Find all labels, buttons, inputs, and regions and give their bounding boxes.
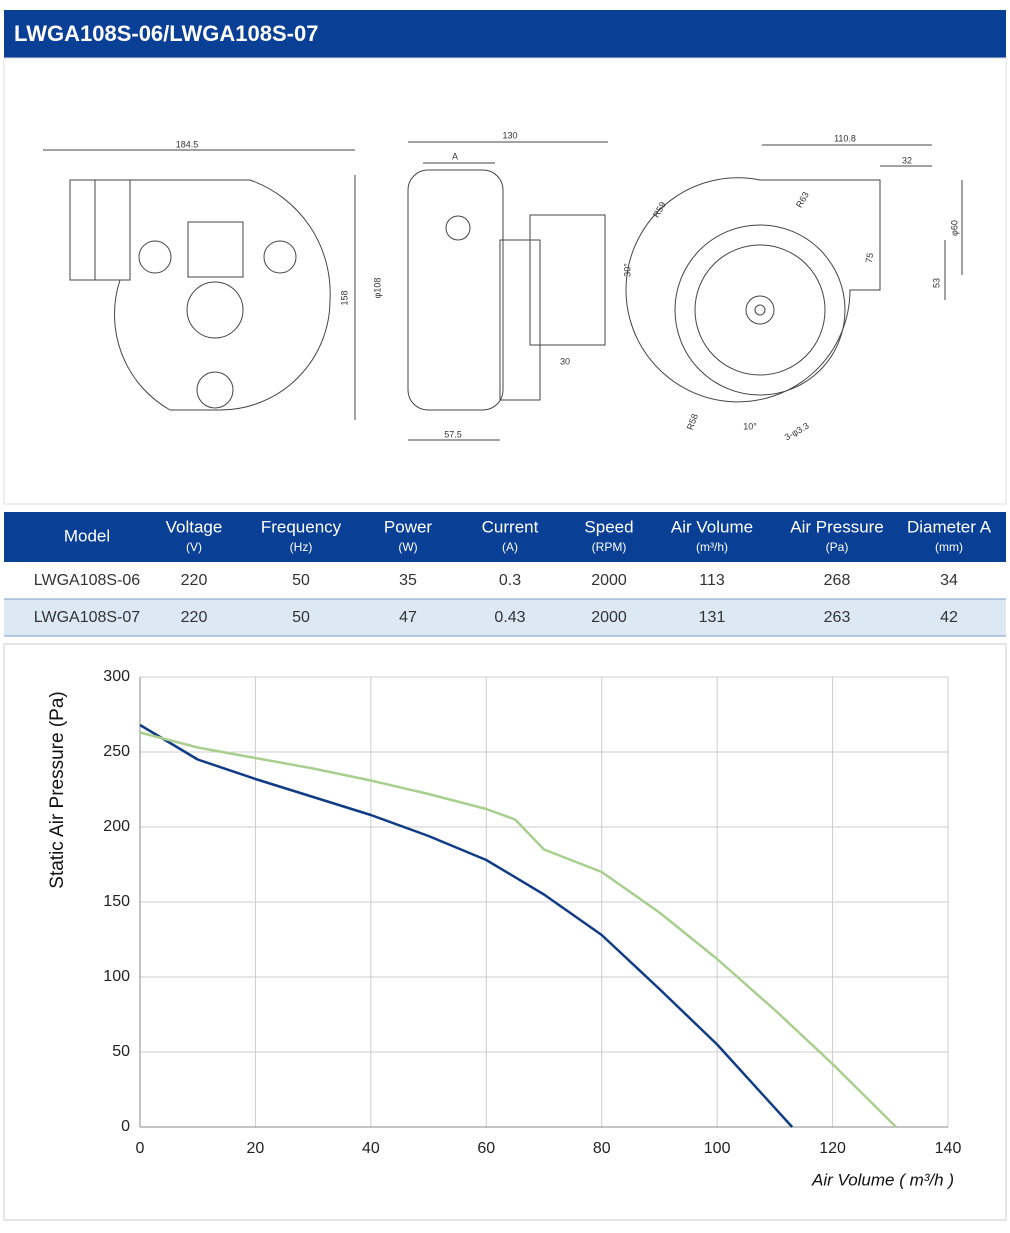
- rear-view: [625, 144, 963, 403]
- table-cell: LWGA108S-07: [34, 609, 141, 626]
- table-cell: 2000: [591, 609, 627, 626]
- dimension-label: 75: [864, 252, 876, 264]
- y-tick-label: 300: [103, 668, 130, 685]
- column-unit: (m³/h): [696, 540, 728, 554]
- column-header: Model: [64, 526, 110, 545]
- dimension-label: φ60: [949, 220, 959, 236]
- x-tick-label: 20: [247, 1140, 265, 1157]
- x-tick-label: 100: [704, 1140, 731, 1157]
- column-unit: (Pa): [826, 540, 849, 554]
- dimension-label: 53: [931, 278, 941, 288]
- column-header: Voltage: [166, 517, 223, 536]
- table-cell: 50: [292, 572, 310, 589]
- chart-panel: [3, 643, 1007, 1221]
- column-header: Air Volume: [671, 517, 753, 536]
- table-cell: 50: [292, 609, 310, 626]
- table-cell: 0.43: [494, 609, 525, 626]
- column-header: Current: [482, 517, 539, 536]
- y-tick-label: 150: [103, 893, 130, 910]
- y-tick-label: 100: [103, 968, 130, 985]
- column-unit: (V): [186, 540, 202, 554]
- table-cell: 42: [940, 609, 958, 626]
- y-tick-label: 200: [103, 818, 130, 835]
- dimension-label: 110.8: [834, 133, 856, 143]
- table-cell: LWGA108S-06: [34, 572, 141, 589]
- table-cell: 0.3: [499, 572, 521, 589]
- column-header: Air Pressure: [790, 517, 884, 536]
- x-tick-label: 80: [593, 1140, 611, 1157]
- front-view: [43, 149, 356, 420]
- table-cell: 113: [699, 572, 725, 589]
- table-cell: 220: [181, 609, 208, 626]
- side-view: [407, 141, 608, 441]
- header-bar: [4, 10, 1006, 58]
- drawing-panel: [3, 57, 1007, 505]
- dimension-label: 158: [339, 290, 349, 305]
- x-tick-label: 40: [362, 1140, 380, 1157]
- column-unit: (Hz): [290, 540, 313, 554]
- y-axis-label: Static Air Pressure (Pa): [47, 691, 68, 888]
- dimension-label: 184.5: [176, 139, 199, 149]
- header-title: LWGA108S-06/LWGA108S-07: [14, 21, 318, 46]
- dimension-label: 30°: [622, 263, 632, 277]
- x-tick-label: 140: [935, 1140, 962, 1157]
- dimension-label: 10°: [743, 421, 757, 431]
- table-cell: 2000: [591, 572, 627, 589]
- column-unit: (A): [502, 540, 518, 554]
- table-cell: 34: [940, 572, 958, 589]
- x-tick-label: 60: [477, 1140, 495, 1157]
- column-unit: (mm): [935, 540, 963, 554]
- dimension-label: A: [452, 151, 458, 161]
- table-cell: 131: [699, 609, 726, 626]
- y-tick-label: 250: [103, 743, 130, 760]
- table-cell: 220: [181, 572, 208, 589]
- column-header: Frequency: [261, 517, 342, 536]
- table-cell: 268: [824, 572, 851, 589]
- y-tick-label: 50: [112, 1043, 130, 1060]
- table-cell: 47: [399, 609, 417, 626]
- dimension-label: 30: [560, 356, 570, 366]
- table-row: [4, 599, 1006, 636]
- x-tick-label: 120: [819, 1140, 846, 1157]
- dimension-label: φ108: [372, 278, 382, 299]
- column-unit: (RPM): [592, 540, 627, 554]
- column-header: Diameter A: [907, 517, 992, 536]
- dimension-label: 130: [502, 130, 517, 140]
- table-cell: 263: [824, 609, 851, 626]
- curve: [139, 731, 897, 1128]
- column-header: Power: [384, 517, 433, 536]
- x-axis-label: Air Volume ( m³/h ): [811, 1170, 954, 1189]
- table-header: [4, 512, 1006, 562]
- column-header: Speed: [584, 517, 633, 536]
- y-tick-label: 0: [121, 1118, 130, 1135]
- table-cell: 35: [399, 572, 417, 589]
- curve: [139, 723, 794, 1128]
- dimension-label: 32: [902, 155, 912, 165]
- column-unit: (W): [398, 540, 417, 554]
- x-tick-label: 0: [136, 1140, 145, 1157]
- table-row: [4, 562, 1006, 599]
- dimension-label: 57.5: [444, 429, 462, 439]
